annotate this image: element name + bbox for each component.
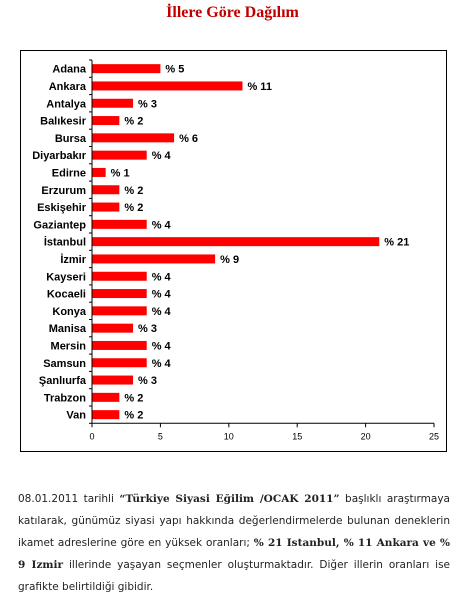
data-label: % 5: [165, 64, 184, 76]
data-label: % 1: [111, 167, 130, 179]
category-label: Gaziantep: [33, 219, 86, 231]
data-label: % 3: [138, 375, 157, 387]
data-label: % 4: [152, 150, 172, 162]
bar: [92, 219, 147, 229]
category-label: Balıkesir: [40, 116, 87, 128]
category-label: İzmir: [60, 253, 86, 266]
bar: [92, 375, 134, 385]
bar: [92, 202, 120, 212]
bar: [92, 237, 380, 247]
bar: [92, 323, 134, 333]
category-label: Trabzon: [44, 392, 86, 404]
category-label: Erzurum: [41, 185, 86, 197]
x-tick-label: 15: [292, 431, 302, 441]
data-label: % 4: [152, 306, 172, 318]
caption: 08.01.2011 tarihli “Türkiye Siyasi Eğili…: [18, 488, 450, 598]
category-label: Şanlıurfa: [39, 375, 87, 387]
x-tick-label: 10: [224, 431, 234, 441]
data-label: % 4: [152, 289, 172, 301]
data-label: % 6: [179, 133, 198, 145]
caption-highlight: % 21 Istanbul, % 11 Ankara ve % 9 Izmir: [18, 537, 450, 571]
bar: [92, 392, 120, 402]
data-label: % 3: [138, 323, 157, 335]
category-label: Van: [66, 410, 86, 422]
category-label: Kayseri: [46, 271, 86, 283]
category-label: Mersin: [51, 340, 87, 352]
bar: [92, 81, 243, 91]
data-label: % 3: [138, 98, 157, 110]
x-tick-label: 20: [361, 431, 371, 441]
category-label: Edirne: [52, 167, 86, 179]
data-label: % 2: [124, 392, 143, 404]
category-label: Diyarbakır: [32, 150, 87, 162]
bar-chart: Adana % 5 Ankara % 11 Antalya % 3 Balıkesir % 2…: [32, 59, 439, 441]
data-label: % 11: [247, 81, 271, 93]
category-label: Manisa: [49, 323, 87, 335]
bar: [92, 150, 147, 160]
bar: [92, 340, 147, 350]
bar: [92, 358, 147, 368]
caption-end-text: illerinde yaşayan seçmenler oluşturmakta…: [18, 559, 450, 593]
caption-body-text: başlıklı araştırmaya katılarak, günümüz …: [18, 493, 450, 549]
category-label: Bursa: [55, 133, 87, 145]
x-tick-label: 5: [158, 431, 163, 441]
data-label: % 4: [152, 340, 172, 352]
data-label: % 2: [124, 116, 143, 128]
bar: [92, 133, 175, 143]
category-label: Adana: [52, 64, 87, 76]
category-label: Eskişehir: [37, 202, 87, 214]
data-label: % 4: [152, 271, 172, 283]
data-label: % 21: [384, 237, 409, 249]
bar: [92, 98, 134, 108]
caption-date-text: 08.01.2011 tarihli: [18, 493, 120, 505]
category-label: Antalya: [46, 98, 87, 110]
bar: [92, 167, 106, 177]
data-label: % 4: [152, 358, 172, 370]
bar: [92, 254, 216, 264]
data-label: % 2: [124, 202, 143, 214]
data-label: % 4: [152, 219, 172, 231]
category-label: Konya: [52, 306, 87, 318]
bar: [92, 185, 120, 195]
category-label: Ankara: [49, 81, 87, 93]
data-label: % 9: [220, 254, 239, 266]
data-label: % 2: [124, 410, 143, 422]
bar: [92, 306, 147, 316]
bar: [92, 64, 161, 74]
x-tick-label: 0: [89, 431, 94, 441]
chart-frame: Adana % 5 Ankara % 11 Antalya % 3 Balıkesir % 2…: [20, 50, 447, 452]
x-tick-label: 25: [429, 431, 439, 441]
category-label: Samsun: [43, 358, 86, 370]
data-label: % 2: [124, 185, 143, 197]
chart-title: İllere Göre Dağılım: [166, 4, 299, 21]
caption-survey-title: “Türkiye Siyasi Eğilim /OCAK 2011”: [119, 493, 340, 505]
bar: [92, 116, 120, 126]
bar: [92, 410, 120, 420]
bar: [92, 271, 147, 281]
category-label: İstanbul: [44, 236, 86, 249]
category-label: Kocaeli: [47, 289, 86, 301]
bar: [92, 289, 147, 299]
